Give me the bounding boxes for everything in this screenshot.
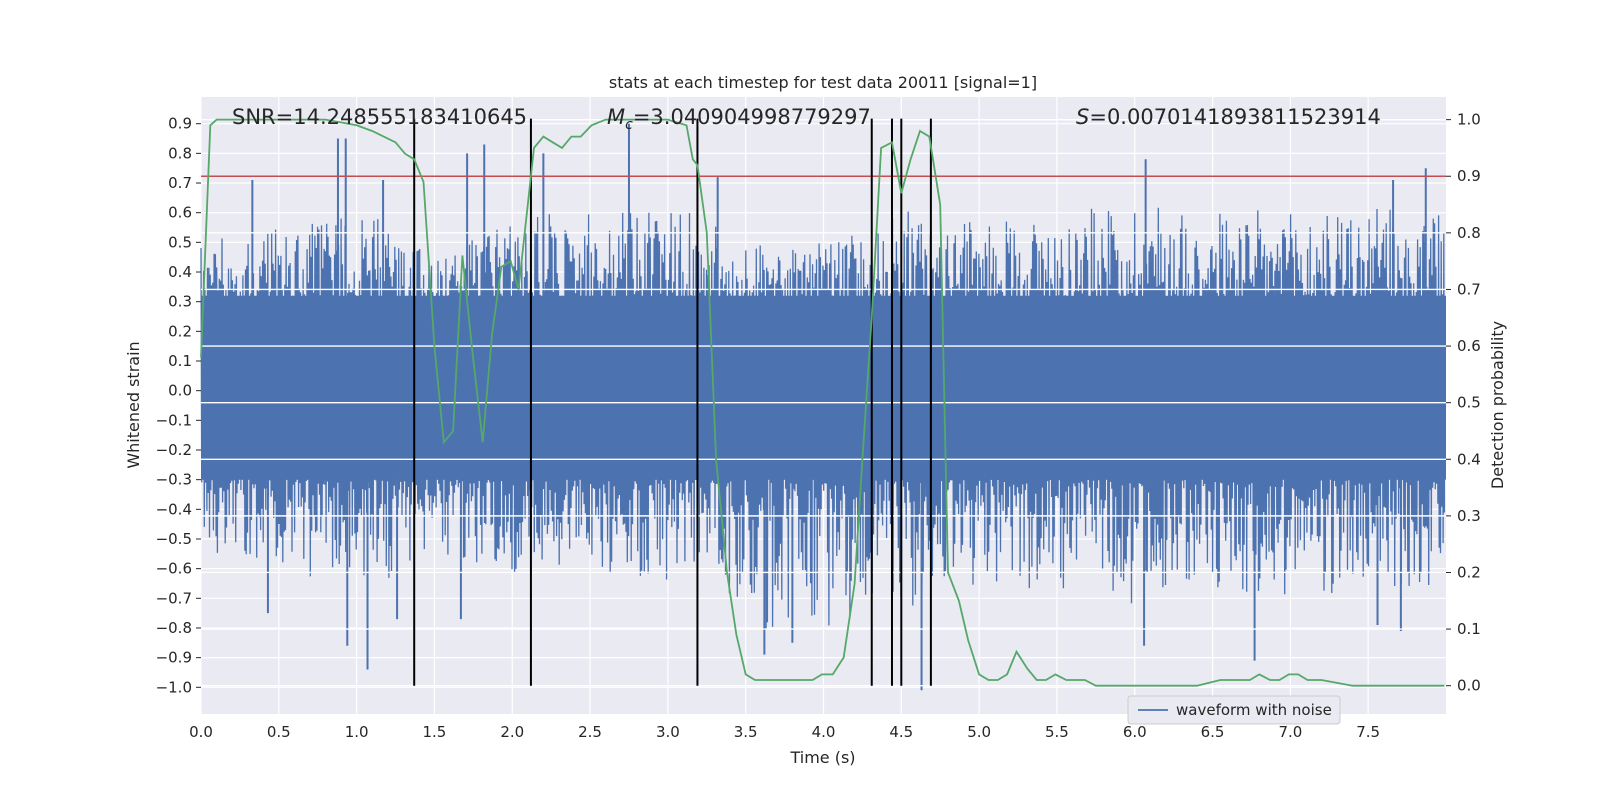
x-tick-label: 3.0	[656, 723, 680, 741]
y-left-tick-label: −0.7	[156, 589, 192, 607]
y-right-tick-label: 0.3	[1457, 507, 1481, 525]
y-left-tick-label: −1.0	[156, 678, 192, 696]
x-tick-label: 7.5	[1356, 723, 1380, 741]
y-axis-label-left: Whitened strain	[124, 341, 143, 468]
snr-annotation: SNR=14.248555183410645	[232, 105, 527, 129]
s-annotation: S=0.0070141893811523914	[1076, 105, 1381, 129]
y-left-tick-label: −0.4	[156, 500, 192, 518]
detection-probability-line	[200, 118, 1445, 687]
y-left-tick-label: −0.2	[156, 441, 192, 459]
y-left-tick-label: −0.8	[156, 619, 192, 637]
chirp-mass-symbol: M	[607, 105, 625, 129]
y-left-tick-label: 0.1	[168, 352, 192, 370]
y-left-tick-label: −0.1	[156, 411, 192, 429]
y-left-tick-label: −0.3	[156, 471, 192, 489]
x-ticks: 0.0 0.5 1.0 1.5 2.0 2.5 3.0 3.5 4.0 4.5 5.0 5.5 6.0 6…	[189, 723, 1380, 741]
y-left-tick-label: 0.2	[168, 322, 192, 340]
y-right-tick-label: 0.1	[1457, 620, 1481, 638]
x-tick-label: 6.5	[1201, 723, 1225, 741]
x-tick-label: 4.5	[889, 723, 913, 741]
chirp-mass-subscript: c	[625, 117, 633, 133]
y-right-tick-label: 0.0	[1457, 677, 1481, 695]
x-tick-label: 7.0	[1278, 723, 1302, 741]
x-tick-label: 5.5	[1045, 723, 1069, 741]
x-tick-label: 2.5	[578, 723, 602, 741]
legend: waveform with noise	[1127, 695, 1341, 725]
waveform-spikes	[251, 123, 1427, 691]
y-left-tick-label: 0.4	[168, 263, 192, 281]
x-tick-label: 0.5	[267, 723, 291, 741]
y-right-tick-label: 0.6	[1457, 337, 1481, 355]
x-axis-label: Time (s)	[789, 748, 855, 767]
legend-label: waveform with noise	[1176, 701, 1332, 719]
y-left-tick-label: 0.3	[168, 293, 192, 311]
waveform-series	[200, 207, 1446, 629]
chart-title: stats at each timestep for test data 200…	[609, 73, 1037, 92]
y-left-tick-label: 0.8	[168, 144, 192, 162]
y-left-tick-label: −0.6	[156, 560, 192, 578]
y-right-tick-label: 0.5	[1457, 394, 1481, 412]
x-tick-label: 1.5	[423, 723, 447, 741]
y-left-tick-label: −0.9	[156, 649, 192, 667]
legend-box	[1127, 695, 1341, 725]
y-axis-label-right: Detection probability	[1488, 321, 1507, 489]
y-left-tick-label: 0.7	[168, 174, 192, 192]
x-tick-label: 3.5	[734, 723, 758, 741]
waveform-core-band	[201, 295, 1446, 480]
x-tick-label: 5.0	[967, 723, 991, 741]
y-right-tick-label: 0.7	[1457, 280, 1481, 298]
x-tick-label: 1.0	[345, 723, 369, 741]
x-tick-label: 4.0	[812, 723, 836, 741]
vertical-lines	[413, 118, 932, 686]
x-tick-label: 2.0	[500, 723, 524, 741]
y-left-ticks: 0.9 0.8 0.7 0.6 0.5 0.4 0.3 0.2 0.1 0.0 −0.1 −0.2 −0…	[156, 115, 201, 696]
y-right-tick-label: 0.4	[1457, 450, 1481, 468]
y-right-tick-label: 1.0	[1457, 111, 1481, 129]
y-right-tick-label: 0.8	[1457, 224, 1481, 242]
y-left-tick-label: 0.6	[168, 204, 192, 222]
chirp-mass-annotation: Mc=3.040904998779297	[607, 105, 871, 133]
y-left-tick-label: 0.5	[168, 233, 192, 251]
y-left-tick-label: 0.0	[168, 382, 192, 400]
x-tick-label: 0.0	[189, 723, 213, 741]
y-left-tick-label: 0.9	[168, 115, 192, 133]
x-tick-label: 6.0	[1123, 723, 1147, 741]
y-right-tick-label: 0.9	[1457, 167, 1481, 185]
y-left-tick-label: −0.5	[156, 530, 192, 548]
chirp-mass-value: =3.040904998779297	[633, 105, 871, 129]
s-value: =0.0070141893811523914	[1089, 105, 1381, 129]
y-right-tick-label: 0.2	[1457, 563, 1481, 581]
y-right-ticks: 1.0 0.9 0.8 0.7 0.6 0.5 0.4 0.3 0.2 0.1 0.0	[1446, 111, 1481, 695]
s-symbol: S	[1076, 105, 1089, 129]
